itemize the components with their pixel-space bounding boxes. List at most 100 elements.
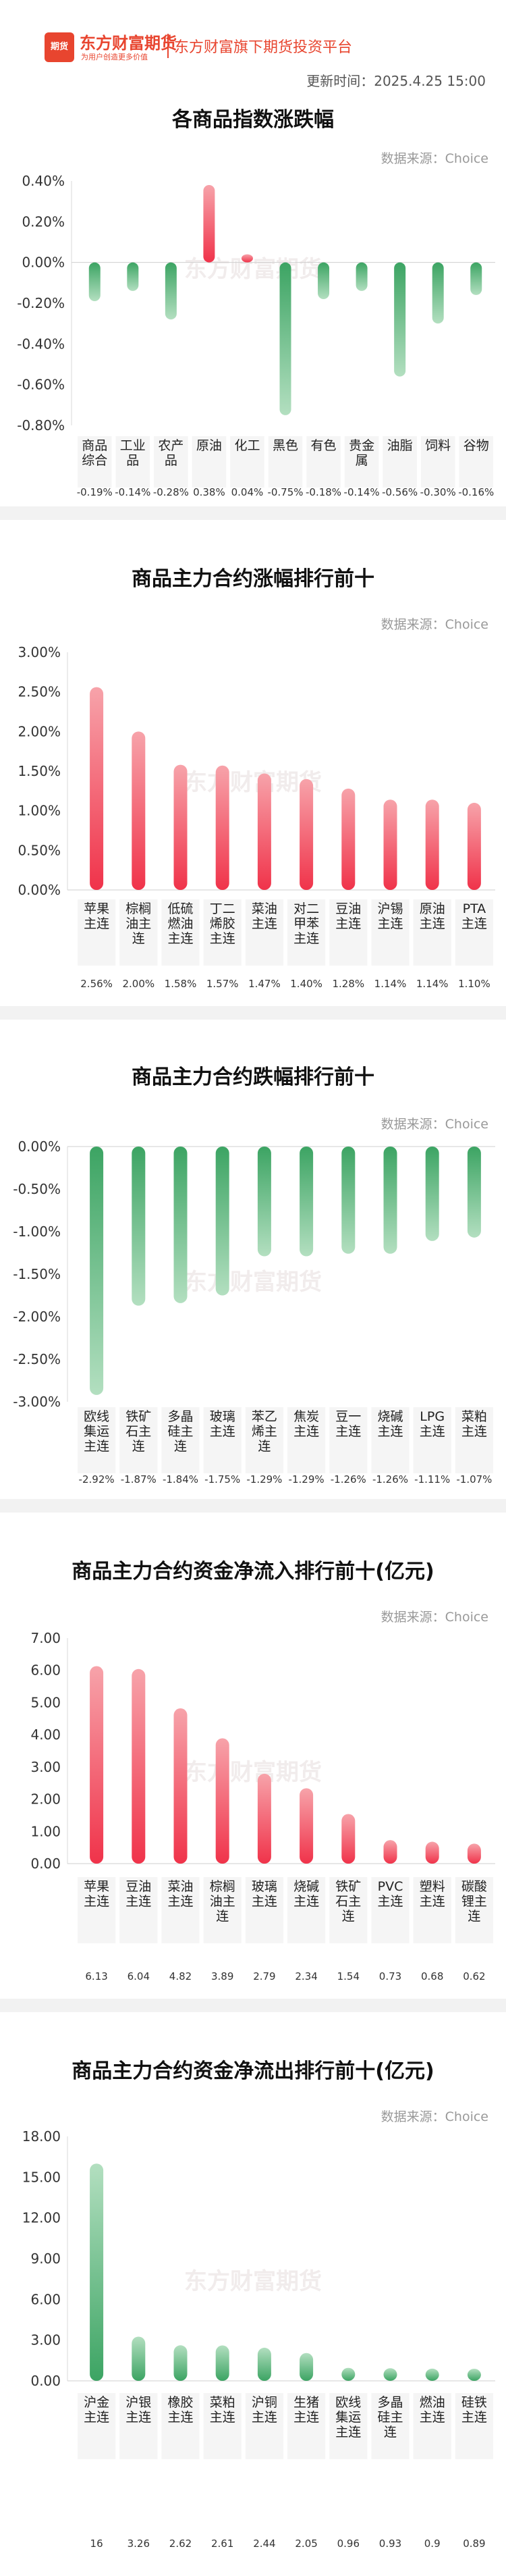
category-label-bg bbox=[455, 899, 493, 966]
category-label-bg bbox=[329, 1407, 368, 1473]
data-label: -0.18% bbox=[306, 486, 341, 498]
category-label-bg bbox=[268, 436, 303, 488]
bar bbox=[432, 262, 444, 324]
bar bbox=[470, 262, 482, 295]
data-label: -0.75% bbox=[267, 486, 303, 498]
bar bbox=[132, 1147, 146, 1306]
y-tick-label: 2.00 bbox=[30, 1791, 61, 1808]
data-label: 0.62 bbox=[463, 1970, 485, 1982]
bar bbox=[467, 1843, 481, 1864]
category-label-bg bbox=[245, 899, 283, 966]
data-label: 0.9 bbox=[424, 2538, 441, 2550]
y-tick-label: 6.00 bbox=[30, 2291, 61, 2307]
y-tick-label: -1.00% bbox=[13, 1224, 61, 1240]
x-tick-label: 商品综合 bbox=[82, 438, 107, 468]
category-label-bg bbox=[287, 899, 326, 966]
category-label-bg bbox=[203, 899, 242, 966]
bar bbox=[341, 788, 356, 890]
data-label: -0.16% bbox=[458, 486, 494, 498]
category-label-bg bbox=[119, 899, 158, 966]
bar bbox=[132, 1668, 146, 1864]
data-label: 2.34 bbox=[295, 1970, 317, 1982]
data-source-label: 数据来源：Choice bbox=[381, 151, 488, 166]
data-label: 2.56% bbox=[80, 978, 113, 990]
x-tick-label: 苹果主连 bbox=[84, 901, 109, 931]
section-divider bbox=[0, 1999, 506, 2012]
y-tick-label: 18.00 bbox=[22, 2128, 61, 2145]
x-tick-label: 丁二烯胶主连 bbox=[210, 901, 235, 946]
chart-net-outflow: 东方财富期货 18.00 15.00 12.00 9.00 6.00 3.00 0.00 沪金主… bbox=[22, 2128, 495, 2550]
bar bbox=[132, 731, 146, 890]
y-tick-label: -0.50% bbox=[13, 1181, 61, 1197]
x-tick-label: 烧碱主连 bbox=[293, 1879, 319, 1909]
x-tick-label: 欧线集运主连 bbox=[335, 2395, 361, 2440]
category-label-bg bbox=[245, 1407, 283, 1473]
x-tick-label: 焦炭主连 bbox=[293, 1409, 319, 1439]
bar bbox=[173, 1708, 188, 1864]
data-label: 0.89 bbox=[463, 2538, 485, 2550]
category-label-bg bbox=[371, 1407, 410, 1473]
y-tick-label: 0.40% bbox=[22, 173, 65, 189]
bar bbox=[300, 1147, 314, 1257]
category-label-bg bbox=[203, 2393, 242, 2459]
data-label: 1.54 bbox=[337, 1970, 360, 1982]
x-tick-label: 贵金属 bbox=[349, 438, 374, 468]
data-label: -0.14% bbox=[344, 486, 380, 498]
y-tick-label: 7.00 bbox=[30, 1630, 61, 1646]
bar bbox=[90, 687, 104, 890]
data-label: -1.29% bbox=[246, 1473, 282, 1486]
x-tick-label: 棕榈油主连 bbox=[210, 1879, 235, 1924]
bar bbox=[215, 765, 229, 890]
x-tick-label: 原油主连 bbox=[420, 901, 445, 931]
bar bbox=[467, 1147, 481, 1238]
section-divider bbox=[0, 1499, 506, 1513]
watermark: 东方财富期货 bbox=[184, 2268, 322, 2295]
category-label-bg bbox=[371, 1877, 410, 1943]
x-tick-label: 工业品 bbox=[120, 438, 146, 468]
category-label-bg bbox=[413, 1407, 451, 1473]
data-label: -1.84% bbox=[163, 1473, 198, 1486]
data-label: -1.29% bbox=[289, 1473, 325, 1486]
bar bbox=[341, 2367, 356, 2381]
category-label-bg bbox=[329, 1877, 368, 1943]
y-tick-label: 0.00% bbox=[18, 882, 61, 898]
update-time: 更新时间：2025.4.25 15:00 bbox=[306, 73, 486, 89]
data-label: 2.44 bbox=[253, 2538, 275, 2550]
category-label-bg bbox=[287, 1407, 326, 1473]
x-tick-label: 沪铜主连 bbox=[252, 2395, 277, 2425]
x-tick-label: 玻璃主连 bbox=[210, 1409, 235, 1439]
category-label-bg bbox=[203, 1407, 242, 1473]
category-label-bg bbox=[455, 1407, 493, 1473]
data-label: 0.93 bbox=[379, 2538, 401, 2550]
data-label: -0.14% bbox=[115, 486, 150, 498]
category-label-bg bbox=[455, 1877, 493, 1943]
category-label-bg bbox=[459, 436, 493, 488]
category-label-bg bbox=[344, 436, 379, 488]
bar bbox=[341, 1147, 356, 1254]
brand-logo-mark: 期货 bbox=[45, 32, 74, 62]
y-tick-label: 3.00 bbox=[30, 1759, 61, 1775]
x-tick-label: 生猪主连 bbox=[293, 2395, 319, 2425]
bar bbox=[215, 1147, 229, 1296]
y-tick-label: 5.00 bbox=[30, 1694, 61, 1710]
x-tick-label: 对二甲苯主连 bbox=[293, 901, 319, 946]
data-source-label: 数据来源：Choice bbox=[381, 2109, 488, 2124]
bar bbox=[257, 1147, 271, 1257]
x-tick-label: 橡胶主连 bbox=[167, 2395, 193, 2425]
y-tick-label: -2.50% bbox=[13, 1351, 61, 1367]
y-tick-label: -0.40% bbox=[17, 336, 65, 352]
data-label: 3.89 bbox=[211, 1970, 233, 1982]
watermark: 东方财富期货 bbox=[184, 1759, 322, 1786]
bar bbox=[165, 262, 177, 320]
bar bbox=[257, 773, 271, 890]
category-label-bg bbox=[78, 436, 112, 488]
bar bbox=[425, 1841, 439, 1864]
bar bbox=[173, 2345, 188, 2381]
category-label-bg bbox=[192, 436, 227, 488]
x-tick-label: 菜油主连 bbox=[252, 901, 277, 931]
section-divider bbox=[0, 506, 506, 520]
x-tick-label: 铁矿石主连 bbox=[125, 1409, 151, 1454]
data-label: 1.58% bbox=[165, 978, 197, 990]
category-label-bg bbox=[245, 1877, 283, 1943]
chart-title: 商品主力合约跌幅排行前十 bbox=[132, 1066, 374, 1089]
